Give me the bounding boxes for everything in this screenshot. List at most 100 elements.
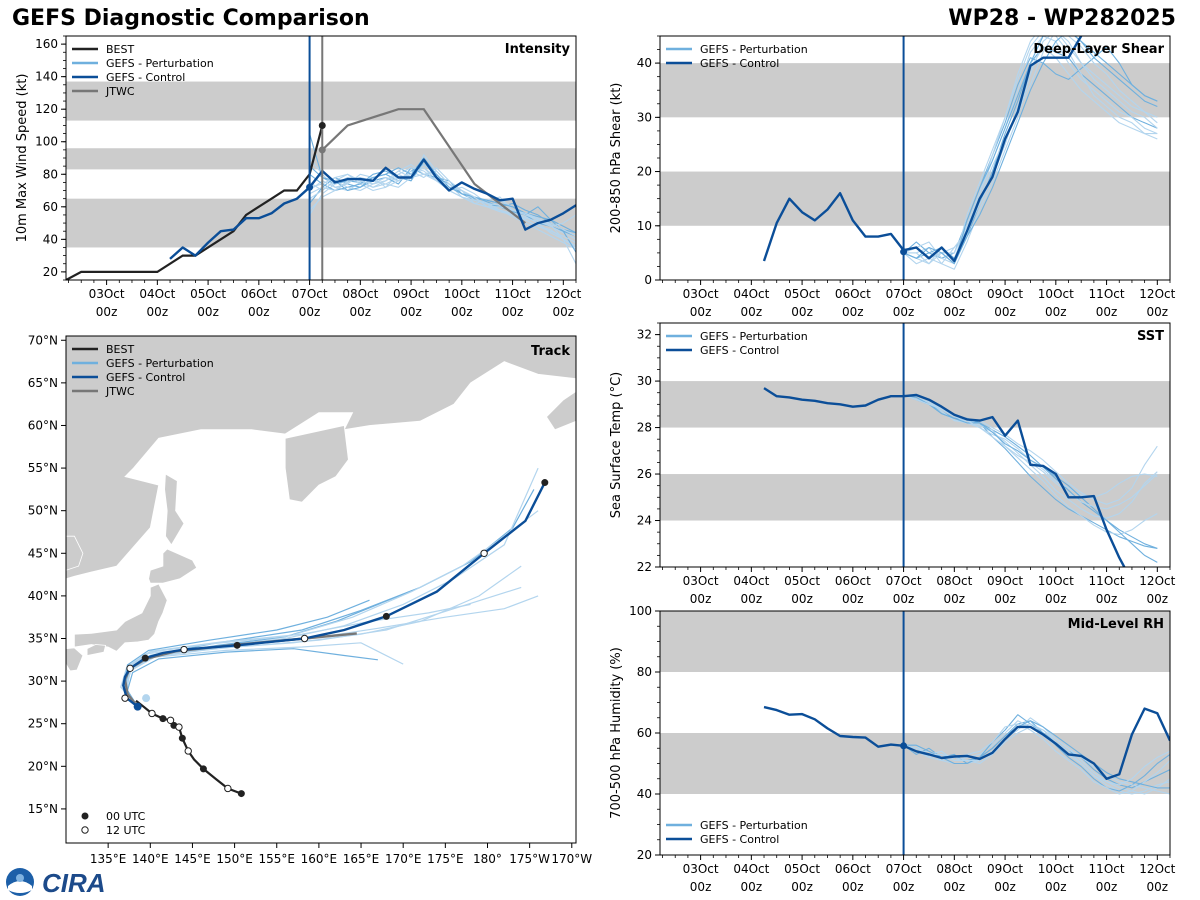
track-lon-label: 175°E — [427, 852, 464, 866]
track-control-init-marker — [133, 702, 142, 711]
rh-ylabel: 700-500 hPa Humidity (%) — [609, 647, 624, 819]
intensity-control-line — [169, 158, 576, 260]
intensity-ytick-label: 100 — [35, 135, 58, 149]
track-lat-label: 35°N — [28, 631, 58, 645]
intensity-band — [66, 81, 576, 121]
track-lon-label: 175°W — [509, 852, 550, 866]
shear-xtick-label-date: 09Oct — [987, 287, 1023, 301]
shear-xtick-label-date: 04Oct — [733, 287, 769, 301]
sst-xtick-label-hour: 00z — [690, 592, 712, 606]
intensity-xtick-label-date: 08Oct — [342, 287, 378, 301]
shear-xtick-label-hour: 00z — [791, 305, 813, 319]
sst-ylabel: Sea Surface Temp (°C) — [609, 372, 624, 519]
sst-ytick-label: 30 — [637, 374, 652, 388]
track-perturbation-line — [125, 595, 539, 708]
rh-ytick-label: 80 — [637, 665, 652, 679]
rh-xtick-label-hour: 00z — [1096, 880, 1118, 894]
track-plot-area — [66, 336, 576, 798]
shear-band — [660, 171, 1170, 226]
rh-legend-label: GEFS - Perturbation — [700, 819, 808, 832]
rh-xtick-label-date: 09Oct — [987, 862, 1023, 876]
shear-xtick-label-hour: 00z — [741, 305, 763, 319]
shear-xtick-label-hour: 00z — [994, 305, 1016, 319]
intensity-ytick-label: 60 — [43, 200, 58, 214]
sst-ytick-label: 28 — [637, 421, 652, 435]
rh-legend-label: GEFS - Control — [700, 833, 779, 846]
track-legend-label: GEFS - Perturbation — [106, 357, 214, 370]
sst-xtick-label-date: 07Oct — [886, 574, 922, 588]
shear-xtick-label-hour: 00z — [1147, 305, 1169, 319]
track-control-marker-12utc — [480, 549, 488, 557]
rh-xtick-label-hour: 00z — [944, 880, 966, 894]
shear-ytick-label: 30 — [637, 110, 652, 124]
track-lon-label: 155°E — [258, 852, 295, 866]
rh-xtick-label-date: 03Oct — [683, 862, 719, 876]
shear-control-line — [762, 36, 1083, 263]
rh-xtick-label-date: 07Oct — [886, 862, 922, 876]
shear-plot-area — [660, 36, 1170, 280]
shear-xtick-label-hour: 00z — [1045, 305, 1067, 319]
track-lon-label: 165°E — [343, 852, 380, 866]
intensity-ylabel: 10m Max Wind Speed (kt) — [15, 74, 30, 243]
intensity-legend-label: JTWC — [105, 85, 135, 98]
shear-xtick-label-date: 07Oct — [886, 287, 922, 301]
sst-xtick-label-hour: 00z — [741, 592, 763, 606]
rh-xtick-label-hour: 00z — [842, 880, 864, 894]
shear-legend-label: GEFS - Perturbation — [700, 43, 808, 56]
track-best-marker-12utc — [224, 784, 232, 793]
intensity-xtick-label-hour: 00z — [502, 305, 524, 319]
track-lon-label: 170°W — [551, 852, 592, 866]
shear-perturbation-line — [903, 36, 1158, 265]
intensity-xtick-label-date: 10Oct — [444, 287, 480, 301]
rh-perturbation-line — [903, 714, 1170, 792]
shear-xtick-label-hour: 00z — [944, 305, 966, 319]
intensity-xtick-label-date: 12Oct — [545, 287, 581, 301]
shear-xtick-label-date: 11Oct — [1089, 287, 1125, 301]
track-lat-label: 15°N — [28, 802, 58, 816]
sst-xtick-label-hour: 00z — [1147, 592, 1169, 606]
shear-ylabel: 200-850 hPa Shear (kt) — [609, 83, 624, 234]
intensity-xtick-label-hour: 00z — [96, 305, 118, 319]
track-land — [148, 548, 198, 584]
track-control-marker-12utc — [121, 694, 129, 702]
shear-ytick-label: 20 — [637, 165, 652, 179]
rh-plot-area — [660, 611, 1170, 855]
rh-xtick-label-hour: 00z — [994, 880, 1016, 894]
rh-perturbation-line — [903, 720, 1170, 789]
noaa-bird-icon — [16, 874, 24, 882]
intensity-ytick-label: 140 — [35, 70, 58, 84]
rh-control-line — [763, 705, 1170, 780]
intensity-jtwc-marker — [318, 146, 326, 154]
sst-title: SST — [1137, 329, 1164, 344]
intensity-best-line — [66, 125, 324, 280]
shear-perturbation-line — [903, 36, 1158, 265]
sst-ytick-label: 26 — [637, 467, 652, 481]
intensity-xtick-label-date: 06Oct — [241, 287, 277, 301]
track-land — [66, 535, 84, 571]
sst-xtick-label-date: 05Oct — [784, 574, 820, 588]
rh-ytick-label: 100 — [629, 604, 652, 618]
shear-control-marker — [900, 248, 908, 256]
rh-xtick-label-date: 06Oct — [835, 862, 871, 876]
cira-logo: CIRA — [6, 868, 106, 898]
track-marker-legend-label: 12 UTC — [106, 824, 146, 837]
rh-band — [660, 611, 1170, 672]
track-control-marker-00utc — [233, 641, 241, 649]
intensity-ytick-label: 40 — [43, 232, 58, 246]
intensity-ytick-label: 120 — [35, 102, 58, 116]
track-perturbation-line — [124, 565, 522, 708]
track-land — [164, 473, 185, 546]
sst-xtick-label-hour: 00z — [893, 592, 915, 606]
track-lat-label: 25°N — [28, 717, 58, 731]
rh-xtick-label-hour: 00z — [741, 880, 763, 894]
sst-xtick-label-date: 06Oct — [835, 574, 871, 588]
intensity-perturbation-line — [309, 157, 576, 234]
track-lon-label: 170°E — [385, 852, 422, 866]
intensity-legend-label: BEST — [106, 43, 134, 56]
track-lat-label: 30°N — [28, 674, 58, 688]
shear-xtick-label-hour: 00z — [690, 305, 712, 319]
track-control-marker-00utc — [541, 479, 549, 487]
track-land — [86, 644, 107, 656]
storm-id: WP28 - WP282025 — [948, 6, 1176, 31]
